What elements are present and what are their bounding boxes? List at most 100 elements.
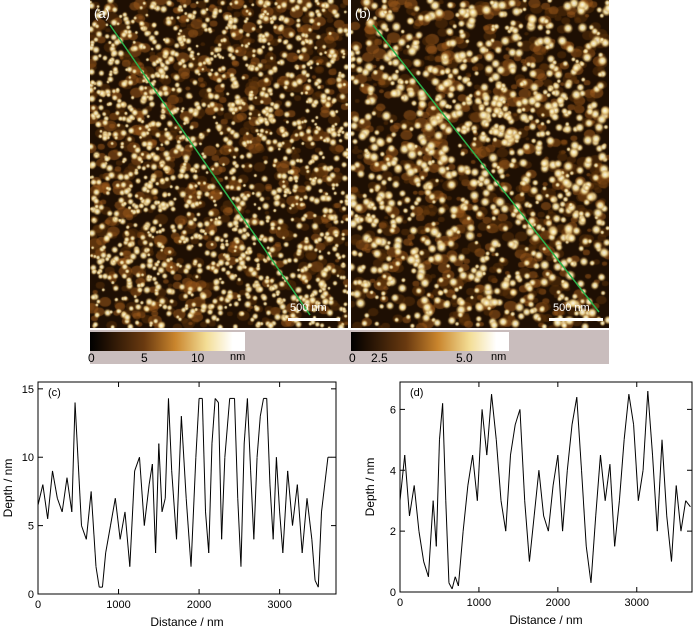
profile-trace-segment-c xyxy=(47,470,53,519)
profile-trace-segment-d xyxy=(533,470,540,516)
profile-trace-segment-d xyxy=(538,470,545,516)
y-axis-label-d: Depth / nm xyxy=(363,458,377,517)
profile-trace-segment-d xyxy=(435,439,440,547)
profile-trace-segment-d xyxy=(454,576,459,587)
afm-image-b: (b) 500 nm xyxy=(351,0,609,328)
profile-trace-segment-c xyxy=(138,457,145,526)
profile-trace-segment-c xyxy=(311,539,316,581)
profile-trace-segment-c xyxy=(195,398,200,458)
profile-trace-segment-d xyxy=(547,485,554,532)
scale-bar-label-b: 500 nm xyxy=(553,302,590,314)
profile-trace-segment-c xyxy=(77,464,82,526)
profile-trace-segment-d xyxy=(442,403,447,501)
profile-trace-segment-c xyxy=(129,470,136,567)
colorbar-b-tick-1: 2.5 xyxy=(371,351,388,365)
profile-trace-segment-d xyxy=(614,500,620,547)
profile-trace-segment-d xyxy=(528,515,535,562)
profile-trace-segment-c xyxy=(256,416,261,458)
profile-trace-segment-d xyxy=(457,531,464,586)
x-tick-label-d-3: 3000 xyxy=(625,597,649,609)
profile-trace-segment-c xyxy=(279,511,284,554)
profile-trace-segment-d xyxy=(670,485,677,562)
profile-trace-segment-c xyxy=(205,511,210,554)
profile-trace-segment-c xyxy=(240,443,245,567)
profile-trace-segment-d xyxy=(448,582,453,590)
profile-trace-segment-d xyxy=(500,500,507,532)
y-tick-label-d-3: 6 xyxy=(390,404,396,416)
profile-trace-segment-c xyxy=(292,484,298,526)
profile-trace-segment-c xyxy=(109,498,116,526)
profile-trace-segment-c xyxy=(250,470,255,540)
profile-trace-segment-d xyxy=(462,485,469,532)
profile-trace-segment-d xyxy=(557,455,564,532)
y-tick-label-c-2: 10 xyxy=(22,452,34,464)
profile-trace-segment-d xyxy=(413,485,420,532)
profile-trace-segment-c xyxy=(95,566,100,588)
y-tick-label-d-1: 2 xyxy=(390,526,396,538)
profile-trace-segment-d xyxy=(609,464,616,547)
profile-trace-segment-c xyxy=(221,457,226,540)
profile-chart-c-svg: 0 1000 2000 3000 0 5 10 15 Distance / nm Depth / … xyxy=(1,381,337,629)
profile-trace-segment-c xyxy=(148,463,153,485)
profile-trace-segment-c xyxy=(190,457,197,567)
colorbar-a-tick-1: 5 xyxy=(141,351,148,365)
x-tick-label-d-0: 0 xyxy=(397,597,403,609)
profile-trace-segment-d xyxy=(472,454,478,501)
profile-trace-segment-d xyxy=(399,454,406,501)
profile-trace-segment-c xyxy=(317,511,323,588)
profile-trace-segment-c xyxy=(217,402,223,540)
profile-trace-segment-c xyxy=(114,498,121,540)
profile-trace-segment-c xyxy=(66,477,73,513)
profile-trace-segment-d xyxy=(486,394,493,456)
profile-trace-segment-d xyxy=(427,500,434,577)
profile-trace-segment-d xyxy=(581,470,587,547)
profile-trace-segment-c xyxy=(161,498,166,513)
x-tick-label-c-0: 0 xyxy=(35,599,41,611)
afm-height-map-b xyxy=(351,0,609,328)
x-tick-label-d-1: 1000 xyxy=(467,597,491,609)
colorbar-b-tick-2: 5.0 xyxy=(456,351,473,365)
profile-trace-segment-d xyxy=(514,409,521,425)
profile-trace-segment-d xyxy=(604,464,611,501)
profile-line-b xyxy=(372,24,600,313)
colorbar-a-tick-0: 0 xyxy=(88,351,95,365)
profile-trace-segment-d xyxy=(656,439,663,532)
scale-bar-line-a xyxy=(288,318,340,321)
profile-trace-segment-c xyxy=(85,491,92,540)
panel-label-d: (d) xyxy=(410,387,423,399)
profile-trace-segment-d xyxy=(432,500,437,547)
profile-trace-segment-d xyxy=(491,394,497,440)
profile-trace-segment-c xyxy=(208,443,213,553)
profile-trace-segment-c xyxy=(37,484,44,506)
profile-trace-segment-c xyxy=(151,464,157,553)
y-tick-label-d-2: 4 xyxy=(390,465,396,477)
panel-label-c: (c) xyxy=(48,387,61,399)
profile-trace-segment-c xyxy=(314,580,319,588)
profile-trace-segment-d xyxy=(418,531,425,562)
profile-trace-segment-c xyxy=(176,416,182,540)
profile-trace-segment-d xyxy=(652,455,658,532)
profile-trace-segment-c xyxy=(81,525,87,540)
profile-trace-segment-c xyxy=(105,525,111,554)
profile-trace-segment-c xyxy=(211,398,216,444)
panel-label-a: (a) xyxy=(94,6,110,21)
profile-trace-segment-d xyxy=(618,439,625,501)
profile-trace-segment-c xyxy=(301,498,308,554)
colorbar-b-tick-0: 0 xyxy=(349,351,356,365)
profile-trace-segment-d xyxy=(423,561,429,577)
profile-trace-segment-d xyxy=(623,394,630,440)
colorbar-gradient-a xyxy=(90,332,245,351)
profile-trace-segment-d xyxy=(642,391,649,471)
profile-chart-c: 0 1000 2000 3000 0 5 10 15 Distance / nm Depth / … xyxy=(0,372,340,632)
profile-trace-segment-c xyxy=(246,398,252,471)
profile-trace-segment-d xyxy=(576,397,583,471)
colorbar-gradient-b xyxy=(351,332,509,351)
afm-overlay-b xyxy=(372,24,600,313)
profile-trace-segment-d xyxy=(590,515,597,583)
profile-trace-segment-c xyxy=(52,470,58,499)
x-tick-label-c-2: 2000 xyxy=(187,599,211,611)
profile-trace-segment-d xyxy=(566,424,573,471)
profile-line-a xyxy=(109,24,311,316)
plot-frame-d xyxy=(399,381,693,593)
profile-trace-segment-c xyxy=(272,457,277,540)
